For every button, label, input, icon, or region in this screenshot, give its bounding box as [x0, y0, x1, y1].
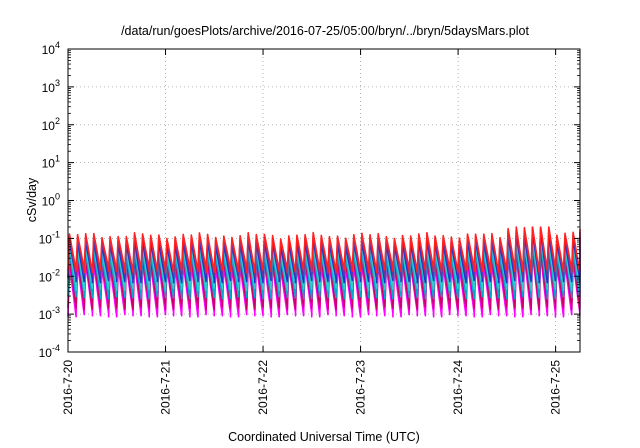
y-tick-label: 10-4 [39, 343, 60, 360]
y-tick-label: 10-1 [39, 229, 60, 246]
grid [68, 49, 580, 352]
y-tick-label: 103 [42, 78, 60, 95]
y-tick-label: 102 [42, 116, 60, 133]
x-tick-label: 2016-7-22 [256, 360, 270, 415]
x-tick-label: 2016-7-23 [354, 360, 368, 415]
x-tick-label: 2016-7-25 [549, 360, 563, 415]
series-line [67, 247, 581, 310]
series-line [67, 236, 581, 292]
plot-frame [67, 48, 581, 353]
y-tick-label: 101 [42, 154, 60, 171]
x-tick-label: 2016-7-20 [61, 360, 75, 415]
y-tick-label: 100 [42, 192, 60, 209]
x-axis-label: Coordinated Universal Time (UTC) [228, 430, 420, 444]
axes: 10-4 10-3 10-2 10-1 100 101 102 103 104 2016-7-20… [39, 40, 580, 415]
series-group [67, 226, 581, 318]
x-tick-label: 2016-7-24 [451, 360, 465, 415]
chart-title: /data/run/goesPlots/archive/2016-07-25/0… [121, 24, 529, 38]
x-tick-label: 2016-7-21 [159, 360, 173, 415]
y-axis-label: cSv/day [25, 177, 39, 222]
y-tick-label: 104 [42, 40, 60, 57]
series-line [67, 226, 581, 274]
y-tick-label: 10-2 [39, 267, 60, 284]
y-tick-label: 10-3 [39, 305, 60, 322]
